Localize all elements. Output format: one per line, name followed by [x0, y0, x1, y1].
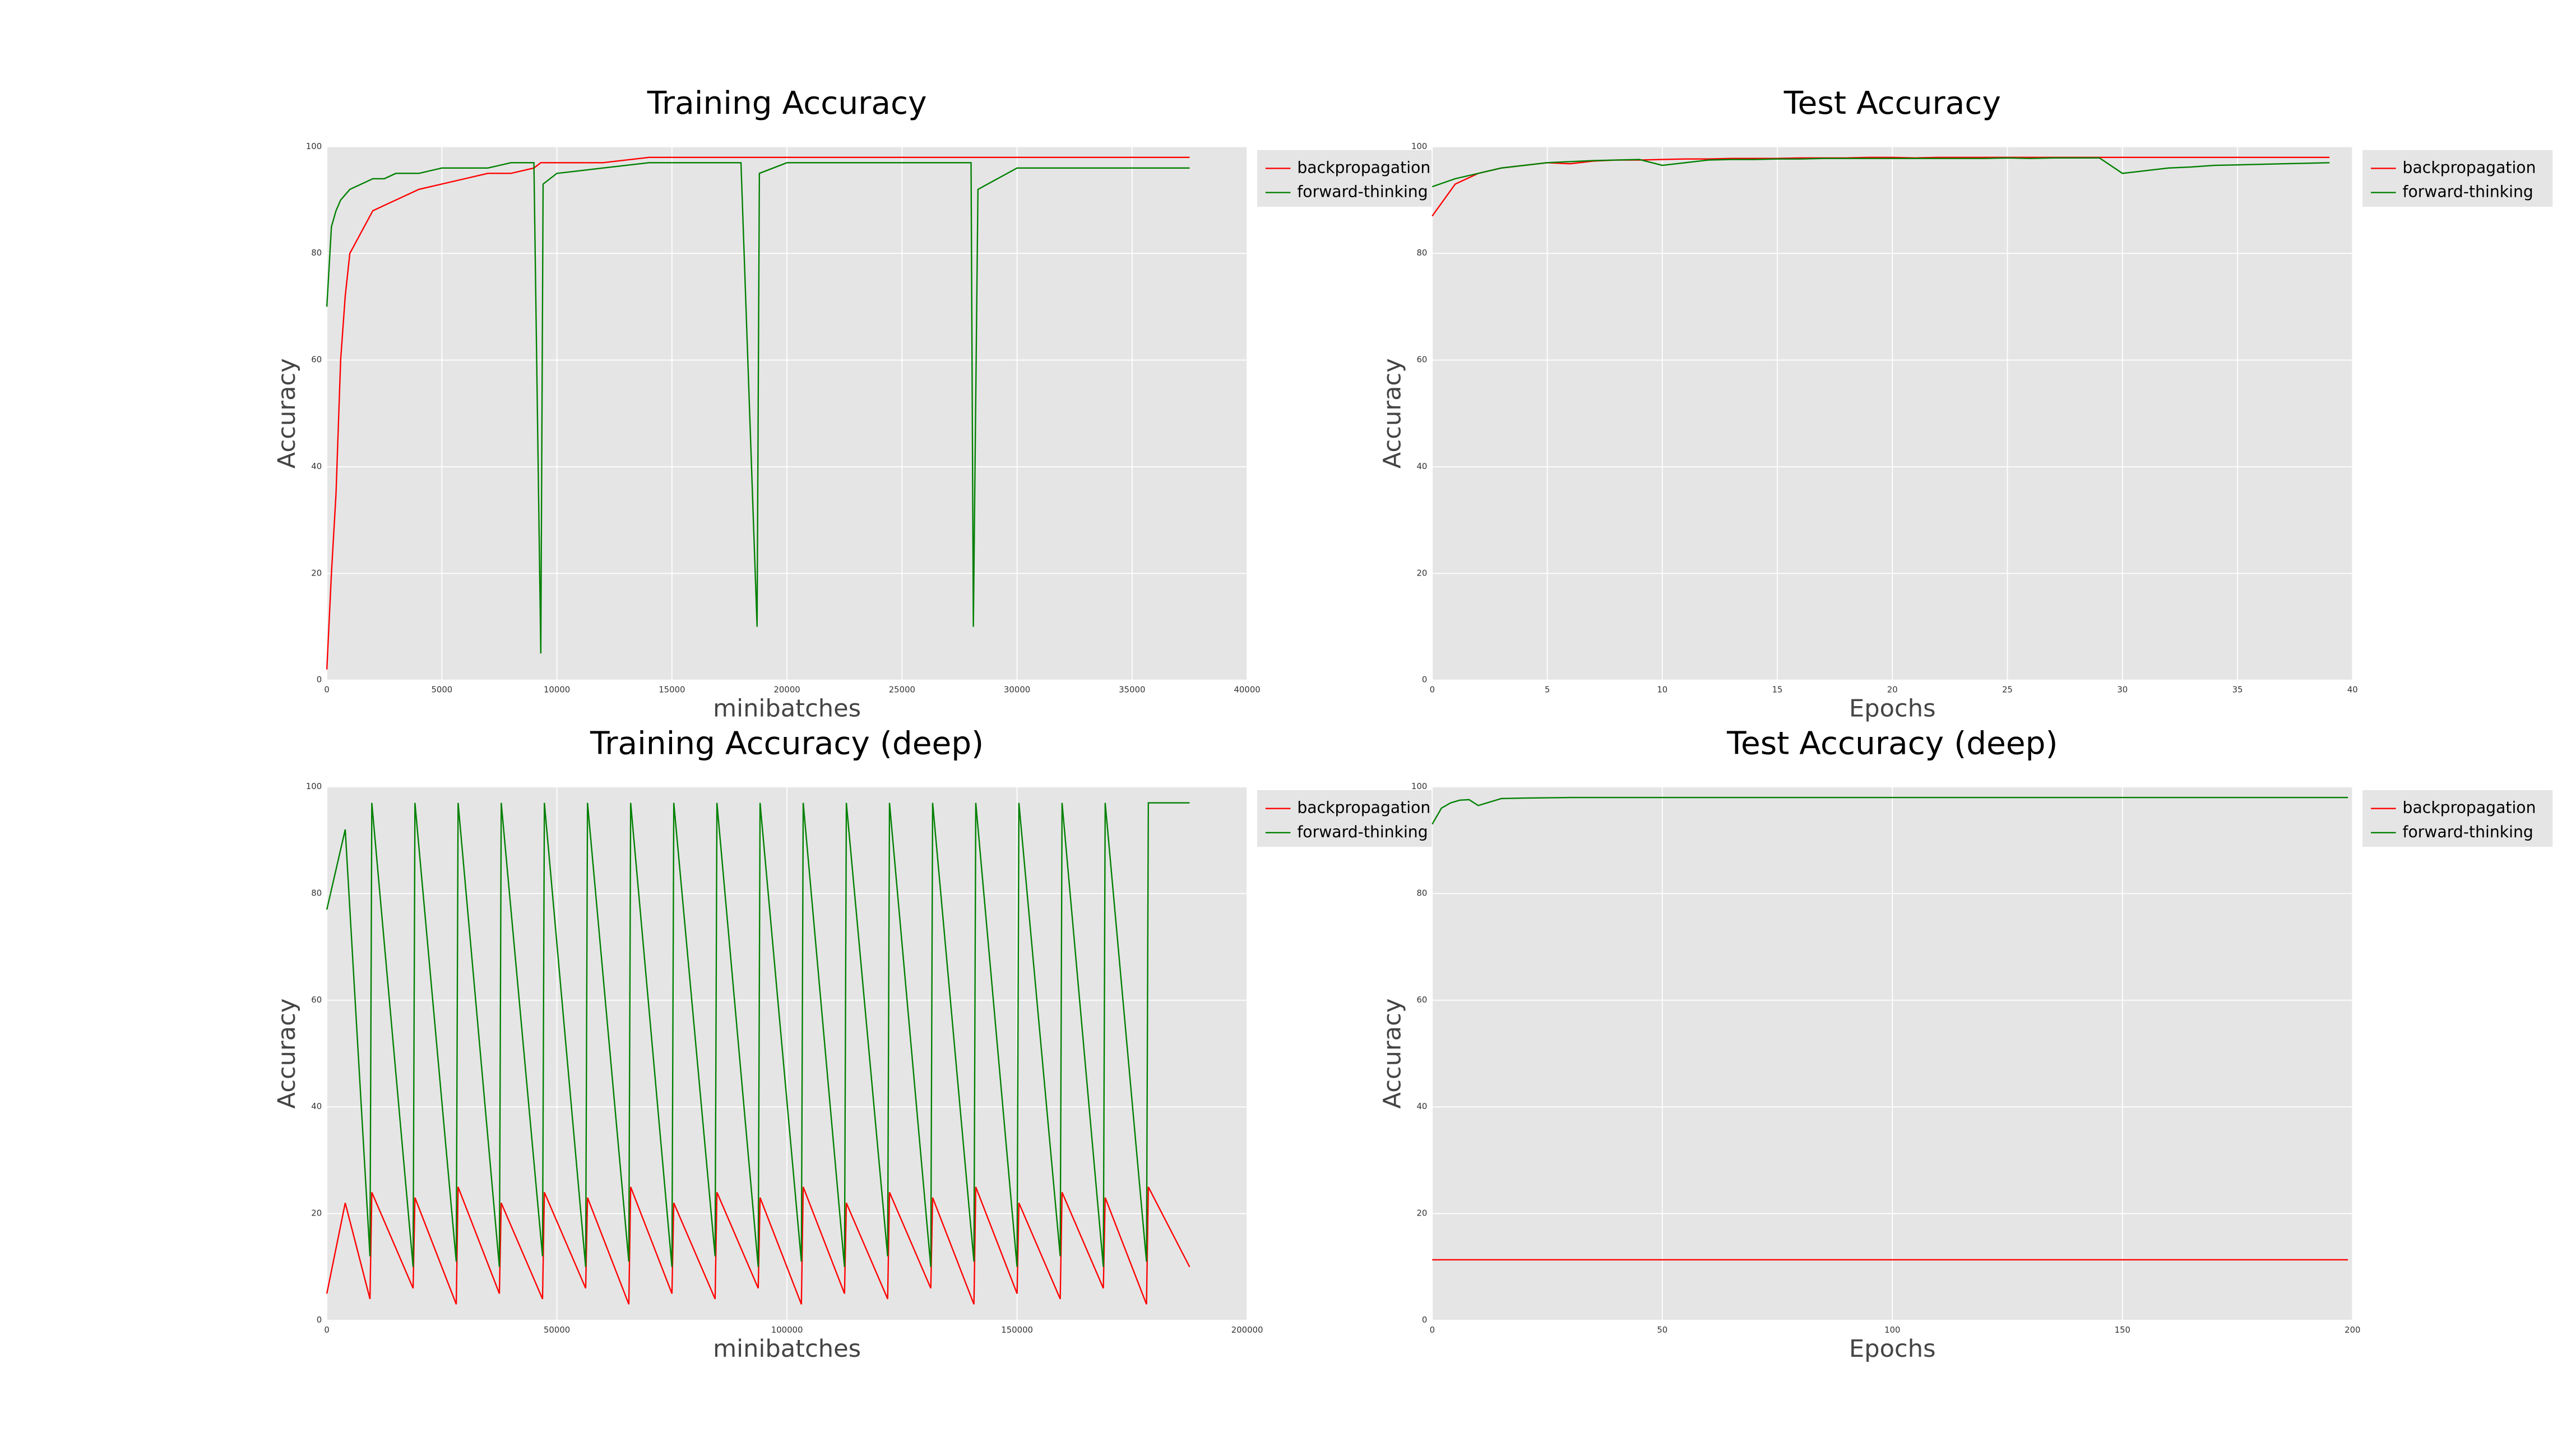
y-tick-label: 0	[1422, 675, 1427, 685]
x-tick-label: 20000	[773, 685, 800, 695]
y-tick-label: 40	[311, 1101, 322, 1111]
y-tick-label: 60	[311, 355, 322, 365]
x-tick-label: 150000	[1001, 1325, 1033, 1335]
x-tick-label: 0	[1430, 685, 1435, 695]
y-tick-label: 20	[1416, 568, 1427, 578]
legend-label: forward-thinking	[1297, 823, 1428, 841]
y-tick-label: 40	[1416, 461, 1427, 471]
y-tick-label: 0	[1422, 1315, 1427, 1325]
y-tick-label: 20	[1416, 1208, 1427, 1218]
y-tick-label: 80	[1416, 888, 1427, 898]
chart: 0 5 10 15 20 25 30 35 40 0 20 40 60 80 100 Test Accurac…	[1378, 85, 2357, 723]
x-tick-label: 40	[2347, 685, 2358, 695]
legend-label: backpropagation	[2403, 158, 2536, 177]
x-tick-label: 50000	[544, 1325, 570, 1335]
x-tick-label: 30000	[1004, 685, 1030, 695]
y-tick-label: 40	[311, 461, 322, 471]
x-tick-label: 10000	[544, 685, 570, 695]
x-tick-label: 0	[1430, 1325, 1435, 1335]
x-tick-label: 15000	[659, 685, 685, 695]
x-tick-label: 0	[324, 1325, 329, 1335]
legend: backpropagation forward-thinking	[2362, 150, 2553, 207]
x-tick-label: 30	[2117, 685, 2128, 695]
x-tick-label: 5000	[431, 685, 452, 695]
x-tick-label: 25000	[889, 685, 915, 695]
y-tick-label: 20	[311, 568, 322, 578]
x-tick-label: 15	[1772, 685, 1783, 695]
legend-box	[2362, 790, 2553, 847]
x-axis-label: Epochs	[1849, 695, 1936, 723]
x-tick-label: 0	[324, 685, 329, 695]
chart-title: Training Accuracy (deep)	[590, 725, 984, 762]
series-line	[1431, 157, 2330, 188]
x-tick-label: 100000	[771, 1325, 803, 1335]
x-axis-label: minibatches	[713, 695, 861, 723]
y-axis-label: Accuracy	[1378, 358, 1406, 469]
x-tick-label: 10	[1657, 685, 1667, 695]
x-tick-label: 150	[2115, 1325, 2130, 1335]
series-line	[1431, 796, 2348, 825]
chart-title: Test Accuracy (deep)	[1726, 725, 2058, 762]
chart-title: Training Accuracy	[647, 85, 927, 122]
x-tick-label: 100	[1884, 1325, 1900, 1335]
y-tick-label: 20	[311, 1208, 322, 1218]
legend: backpropagation forward-thinking	[2362, 790, 2553, 847]
legend-label: forward-thinking	[1297, 183, 1428, 201]
y-tick-label: 100	[306, 781, 322, 791]
legend-label: backpropagation	[1297, 158, 1430, 177]
legend-box	[1257, 790, 1448, 847]
chart: 0 5000 10000 15000 20000 25000 30000 35000 40000…	[273, 85, 1261, 723]
y-tick-label: 60	[1416, 995, 1427, 1005]
legend: backpropagation forward-thinking	[1257, 150, 1448, 207]
x-tick-label: 40000	[1234, 685, 1260, 695]
series-line	[326, 1186, 1190, 1305]
y-tick-label: 80	[311, 888, 322, 898]
legend-box	[2362, 150, 2553, 207]
x-tick-label: 20	[1887, 685, 1898, 695]
series-line	[326, 156, 1190, 670]
y-tick-label: 40	[1416, 1101, 1427, 1111]
chart: 0 50 100 150 200 0 20 40 60 80 100 Test Accuracy (d…	[1378, 725, 2360, 1363]
y-axis-label: Accuracy	[273, 358, 301, 469]
legend-box	[1257, 150, 1448, 207]
legend-label: backpropagation	[2403, 799, 2536, 817]
series-line	[1431, 156, 2330, 217]
x-tick-label: 200000	[1231, 1325, 1263, 1335]
x-axis-label: minibatches	[713, 1335, 861, 1363]
x-tick-label: 5	[1545, 685, 1550, 695]
legend-label: forward-thinking	[2403, 183, 2533, 201]
y-tick-label: 0	[317, 1315, 322, 1325]
y-tick-label: 60	[1416, 355, 1427, 365]
y-tick-label: 100	[1411, 141, 1427, 151]
y-tick-label: 80	[311, 248, 322, 258]
y-tick-label: 100	[306, 141, 322, 151]
chart-title: Test Accuracy	[1783, 85, 2001, 122]
x-tick-label: 35	[2232, 685, 2243, 695]
y-axis-label: Accuracy	[1378, 999, 1406, 1109]
y-axis-label: Accuracy	[273, 999, 301, 1109]
x-tick-label: 25	[2002, 685, 2013, 695]
x-tick-label: 200	[2345, 1325, 2360, 1335]
x-tick-label: 50	[1657, 1325, 1667, 1335]
x-tick-label: 35000	[1119, 685, 1145, 695]
x-axis-label: Epochs	[1849, 1335, 1936, 1363]
y-tick-label: 60	[311, 995, 322, 1005]
y-tick-label: 0	[317, 675, 322, 685]
legend: backpropagation forward-thinking	[1257, 790, 1448, 847]
y-tick-label: 100	[1411, 781, 1427, 791]
series-line	[326, 802, 1190, 1267]
chart: 0 50000 100000 150000 200000 0 20 40 60 80 100 Trai…	[273, 725, 1263, 1363]
y-tick-label: 80	[1416, 248, 1427, 258]
legend-label: forward-thinking	[2403, 823, 2533, 841]
legend-label: backpropagation	[1297, 799, 1430, 817]
